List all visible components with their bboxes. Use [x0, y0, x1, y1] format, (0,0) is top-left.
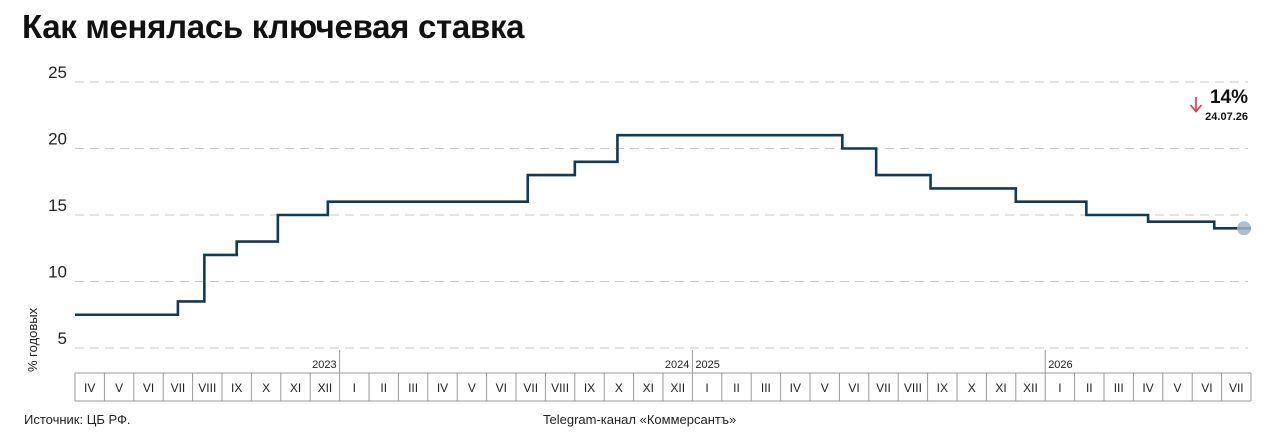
- current-rate-value: 14%: [1210, 87, 1248, 108]
- x-tick-label: II: [1086, 381, 1093, 395]
- x-tick-label: IX: [584, 381, 595, 395]
- x-tick-label: I: [1058, 381, 1061, 395]
- x-tick-label: III: [1114, 381, 1124, 395]
- x-tick-label: XII: [1023, 381, 1038, 395]
- year-labels: 2023 2024 2025 2026: [312, 350, 1073, 373]
- x-axis: IV V VI VII VIII IX X XI XII I II III IV V VI VII VIII IX…: [74, 372, 1252, 402]
- source-note: Источник: ЦБ РФ.: [24, 412, 131, 427]
- year-label: 2023: [312, 359, 336, 371]
- x-tick-label: X: [262, 381, 270, 395]
- x-tick-label: II: [733, 381, 740, 395]
- current-rate-marker: [1237, 221, 1251, 236]
- y-axis-label: % годовых: [25, 307, 40, 372]
- x-tick-label: VIII: [551, 381, 569, 395]
- series-key-rate: [75, 133, 1251, 317]
- x-tick-label: IV: [84, 381, 95, 395]
- x-tick-label: VII: [1229, 381, 1244, 395]
- x-tick-label: I: [353, 381, 356, 395]
- current-rate-annotation: 14% 24.07.26: [1189, 87, 1248, 123]
- x-tick-label: V: [1173, 381, 1181, 395]
- x-tick-label: VI: [143, 381, 154, 395]
- x-tick-label: VII: [171, 381, 186, 395]
- x-tick-label: X: [615, 381, 623, 395]
- y-tick-label: 20: [48, 130, 67, 149]
- x-tick-label: XI: [995, 381, 1006, 395]
- x-tick-label: VIII: [198, 381, 216, 395]
- x-tick-label: I: [705, 381, 708, 395]
- x-tick-label: IX: [231, 381, 242, 395]
- y-tick-label: 10: [48, 263, 67, 282]
- x-tick-label: XII: [670, 381, 685, 395]
- x-tick-label: IV: [437, 381, 448, 395]
- y-axis-ticks: 5 10 15 20 25: [48, 63, 67, 348]
- x-tick-label: VI: [1201, 381, 1212, 395]
- x-tick-label: IX: [937, 381, 948, 395]
- y-tick-label: 25: [48, 63, 67, 82]
- key-rate-step-line: [75, 133, 1251, 317]
- year-label: 2025: [695, 359, 719, 371]
- x-tick-label: XI: [290, 381, 301, 395]
- x-tick-label: IV: [790, 381, 801, 395]
- credit-note: Telegram-канал «Коммерсантъ»: [543, 412, 737, 427]
- x-tick-label: V: [821, 381, 829, 395]
- x-tick-label: VI: [496, 381, 507, 395]
- down-arrow-head-icon: [1189, 104, 1203, 113]
- current-rate-date: 24.07.26: [1205, 111, 1248, 123]
- grid-lines: [75, 81, 1248, 349]
- year-label: 2026: [1048, 359, 1072, 371]
- x-tick-label: VII: [523, 381, 538, 395]
- x-tick-label: VII: [876, 381, 891, 395]
- year-label: 2024: [665, 359, 689, 371]
- x-tick-label: V: [115, 381, 123, 395]
- y-tick-label: 5: [58, 329, 67, 348]
- x-tick-label: X: [968, 381, 976, 395]
- x-tick-label: V: [468, 381, 476, 395]
- x-tick-label: IV: [1142, 381, 1153, 395]
- x-tick-label: VIII: [904, 381, 922, 395]
- x-tick-label: XII: [318, 381, 333, 395]
- x-tick-label: III: [761, 381, 771, 395]
- x-tick-label: VI: [848, 381, 859, 395]
- x-tick-label: XI: [643, 381, 654, 395]
- chart-title: Как менялась ключевая ставка: [22, 8, 525, 45]
- x-tick-label: III: [408, 381, 418, 395]
- x-tick-label: II: [380, 381, 387, 395]
- y-tick-label: 15: [48, 196, 67, 215]
